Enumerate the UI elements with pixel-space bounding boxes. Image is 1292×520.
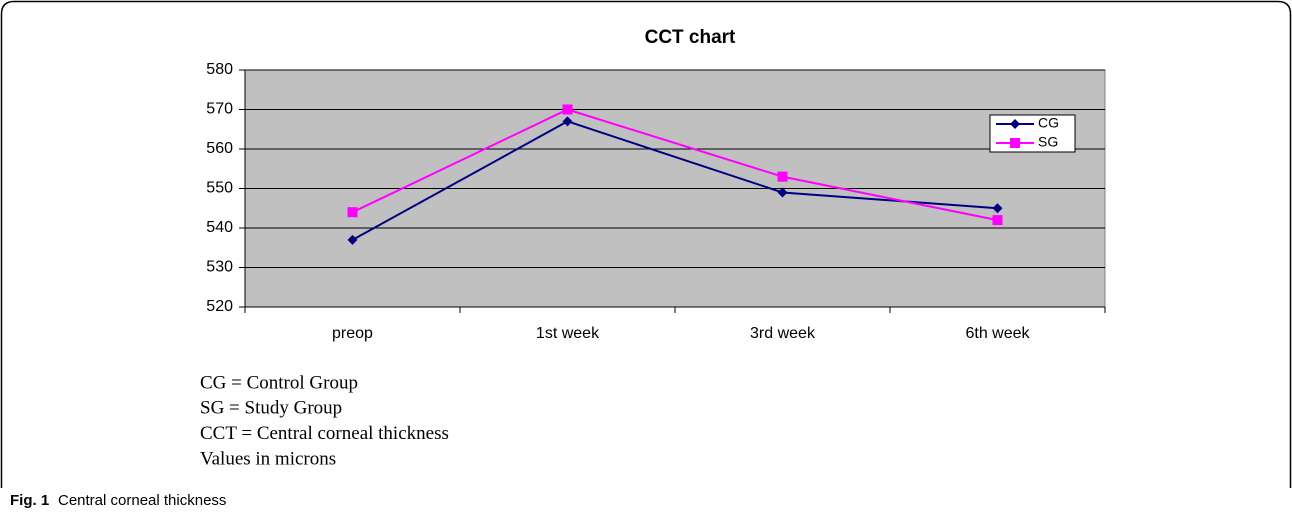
caption-label: Fig. 1 — [10, 492, 49, 509]
data-point — [347, 207, 358, 218]
x-tick-label: 3rd week — [750, 325, 816, 342]
legend-marker — [1010, 138, 1020, 148]
note: CCT = Central corneal thickness — [200, 423, 449, 444]
note: SG = Study Group — [200, 398, 342, 419]
legend-marker — [1010, 119, 1020, 129]
series-line — [352, 120, 998, 241]
data-point — [777, 187, 788, 198]
legend-box — [989, 114, 1076, 153]
y-tick-label: 560 — [206, 140, 233, 157]
chart-title: CCT chart — [645, 27, 736, 48]
y-tick-label: 530 — [206, 259, 233, 276]
caption-text: Central corneal thickness — [58, 492, 226, 509]
legend-label: SG — [1038, 134, 1058, 150]
series-line — [352, 108, 998, 222]
frame — [0, 0, 1292, 488]
x-tick-label: 1st week — [536, 325, 600, 342]
y-tick-label: 550 — [206, 180, 233, 197]
x-tick-label: preop — [332, 325, 373, 342]
y-tick-label: 520 — [206, 298, 233, 315]
note: Values in microns — [200, 448, 336, 469]
legend-label: CG — [1038, 115, 1059, 131]
data-point — [992, 203, 1003, 214]
y-tick-label: 580 — [206, 61, 233, 78]
data-point — [992, 215, 1003, 226]
y-tick-label: 570 — [206, 101, 233, 118]
data-point — [562, 116, 573, 127]
data-point — [777, 171, 788, 182]
data-point — [347, 234, 358, 245]
y-tick-label: 540 — [206, 219, 233, 236]
data-point — [562, 104, 573, 115]
note: CG = Control Group — [200, 372, 358, 393]
x-tick-label: 6th week — [965, 325, 1030, 342]
